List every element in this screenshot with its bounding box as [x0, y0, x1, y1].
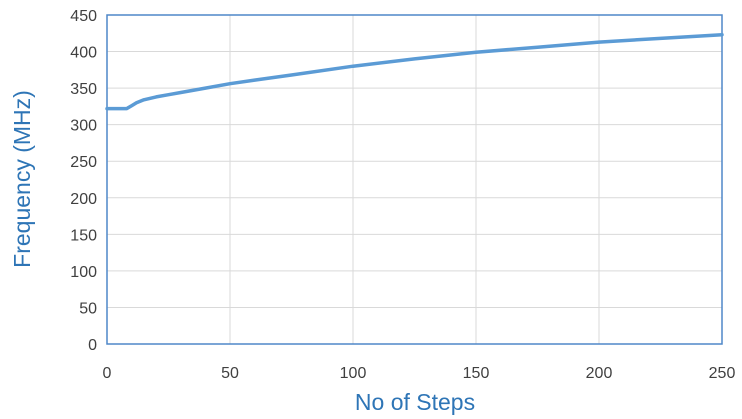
x-tick-label: 200	[586, 365, 613, 382]
x-tick-label: 250	[709, 365, 736, 382]
x-tick-label: 50	[221, 365, 239, 382]
y-tick-label: 200	[70, 191, 97, 208]
y-tick-label: 100	[70, 264, 97, 281]
plot-area-border	[106, 14, 723, 345]
y-tick-label: 50	[79, 300, 97, 317]
y-tick-label: 300	[70, 118, 97, 135]
x-tick-label: 0	[103, 365, 112, 382]
x-axis-ticks: 0 50 100 150 200 250	[103, 365, 736, 382]
gridlines	[106, 14, 723, 345]
y-tick-label: 0	[88, 337, 97, 354]
y-tick-label: 250	[70, 154, 97, 171]
y-axis-title: Frequency (MHz)	[9, 90, 35, 268]
x-tick-label: 100	[340, 365, 367, 382]
x-tick-label: 150	[463, 365, 490, 382]
y-tick-label: 150	[70, 227, 97, 244]
y-tick-label: 350	[70, 81, 97, 98]
y-axis-ticks: 0 50 100 150 200 250 300 350 400 450	[70, 8, 97, 354]
y-tick-label: 400	[70, 45, 97, 62]
y-tick-label: 450	[70, 8, 97, 25]
x-axis-title: No of Steps	[355, 389, 475, 415]
series-layer	[105, 32, 724, 111]
series-line	[105, 32, 724, 111]
